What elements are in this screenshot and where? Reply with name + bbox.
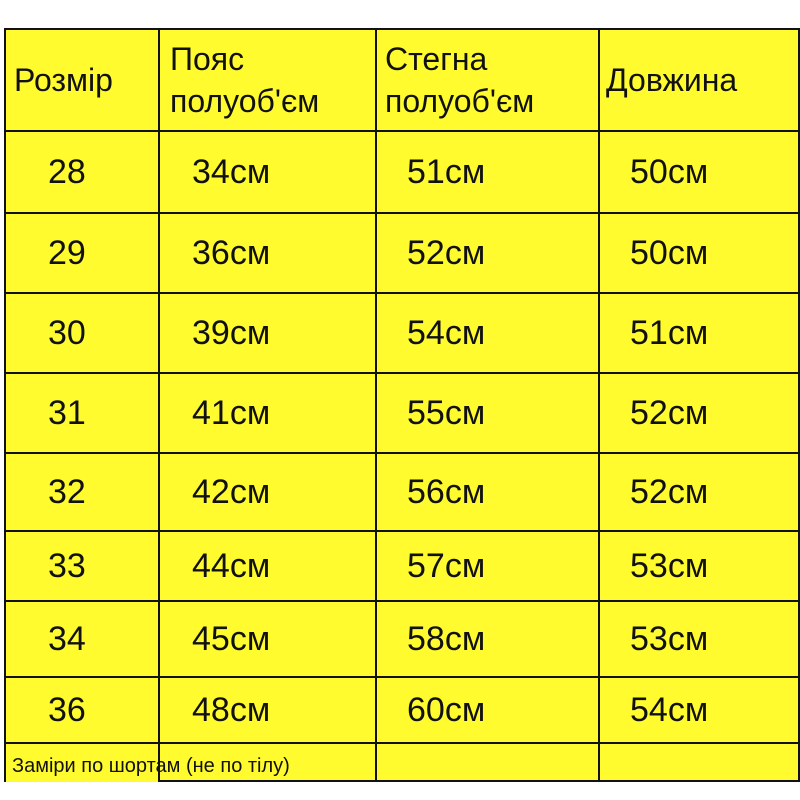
data-cell-text: 32 bbox=[48, 472, 86, 511]
data-cell: 56см bbox=[375, 452, 598, 530]
footer-cell bbox=[375, 742, 598, 782]
data-cell: 52см bbox=[375, 212, 598, 292]
data-cell: 36 bbox=[4, 676, 158, 742]
data-cell-text: 28 bbox=[48, 152, 86, 191]
data-cell: 30 bbox=[4, 292, 158, 372]
data-cell-text: 48см bbox=[192, 690, 271, 729]
data-cell-text: 42см bbox=[192, 472, 271, 511]
header-cell: Довжина bbox=[598, 28, 800, 130]
data-cell-text: 41см bbox=[192, 393, 271, 432]
data-cell-text: 50см bbox=[630, 152, 709, 191]
data-cell: 50см bbox=[598, 212, 800, 292]
data-cell-text: 34 bbox=[48, 619, 86, 658]
data-cell: 60см bbox=[375, 676, 598, 742]
data-cell: 54см bbox=[598, 676, 800, 742]
data-cell: 54см bbox=[375, 292, 598, 372]
header-cell: Стегна полуоб'єм bbox=[375, 28, 598, 130]
data-cell: 51см bbox=[598, 292, 800, 372]
header-cell-text: Стегна полуоб'єм bbox=[385, 41, 535, 119]
header-cell-text: Довжина bbox=[606, 62, 738, 98]
footer-cell bbox=[158, 742, 375, 782]
data-cell: 48см bbox=[158, 676, 375, 742]
data-cell-text: 53см bbox=[630, 546, 709, 585]
footer-note: Заміри по шортам (не по тілу) bbox=[4, 742, 290, 782]
data-cell-text: 52см bbox=[407, 233, 486, 272]
header-cell: Розмір bbox=[4, 28, 158, 130]
data-cell-text: 45см bbox=[192, 619, 271, 658]
data-cell: 36см bbox=[158, 212, 375, 292]
data-cell-text: 52см bbox=[630, 393, 709, 432]
data-cell: 53см bbox=[598, 530, 800, 600]
data-cell-text: 60см bbox=[407, 690, 486, 729]
data-cell: 44см bbox=[158, 530, 375, 600]
data-cell-text: 58см bbox=[407, 619, 486, 658]
data-cell-text: 30 bbox=[48, 313, 86, 352]
data-cell-text: 57см bbox=[407, 546, 486, 585]
data-cell: 53см bbox=[598, 600, 800, 676]
data-cell: 39см bbox=[158, 292, 375, 372]
data-cell-text: 31 bbox=[48, 393, 86, 432]
data-cell: 52см bbox=[598, 452, 800, 530]
data-cell-text: 36см bbox=[192, 233, 271, 272]
data-cell: 31 bbox=[4, 372, 158, 452]
data-cell-text: 33 bbox=[48, 546, 86, 585]
data-cell: 51см bbox=[375, 130, 598, 212]
data-cell-text: 51см bbox=[630, 313, 709, 352]
footer-note-text: Заміри по шортам (не по тілу) bbox=[12, 755, 290, 777]
data-cell-text: 51см bbox=[407, 152, 486, 191]
data-cell-text: 34см bbox=[192, 152, 271, 191]
data-cell-text: 39см bbox=[192, 313, 271, 352]
data-cell-text: 52см bbox=[630, 472, 709, 511]
data-cell: 50см bbox=[598, 130, 800, 212]
data-cell: 41см bbox=[158, 372, 375, 452]
data-cell: 57см bbox=[375, 530, 598, 600]
data-cell-text: 55см bbox=[407, 393, 486, 432]
data-cell-text: 36 bbox=[48, 690, 86, 729]
data-cell-text: 29 bbox=[48, 233, 86, 272]
data-cell: 45см bbox=[158, 600, 375, 676]
footer-cell bbox=[598, 742, 800, 782]
data-cell-text: 44см bbox=[192, 546, 271, 585]
data-cell: 34см bbox=[158, 130, 375, 212]
data-cell: 28 bbox=[4, 130, 158, 212]
data-cell: 52см bbox=[598, 372, 800, 452]
data-cell: 55см bbox=[375, 372, 598, 452]
data-cell: 29 bbox=[4, 212, 158, 292]
data-cell-text: 56см bbox=[407, 472, 486, 511]
data-cell-text: 54см bbox=[407, 313, 486, 352]
data-cell-text: 54см bbox=[630, 690, 709, 729]
header-cell: Пояс полуоб'єм bbox=[158, 28, 375, 130]
header-cell-text: Розмір bbox=[14, 62, 113, 98]
header-cell-text: Пояс полуоб'єм bbox=[170, 41, 320, 119]
data-cell: 58см bbox=[375, 600, 598, 676]
data-cell: 33 bbox=[4, 530, 158, 600]
data-cell: 34 bbox=[4, 600, 158, 676]
data-cell: 32 bbox=[4, 452, 158, 530]
data-cell-text: 53см bbox=[630, 619, 709, 658]
data-cell: 42см bbox=[158, 452, 375, 530]
data-cell-text: 50см bbox=[630, 233, 709, 272]
